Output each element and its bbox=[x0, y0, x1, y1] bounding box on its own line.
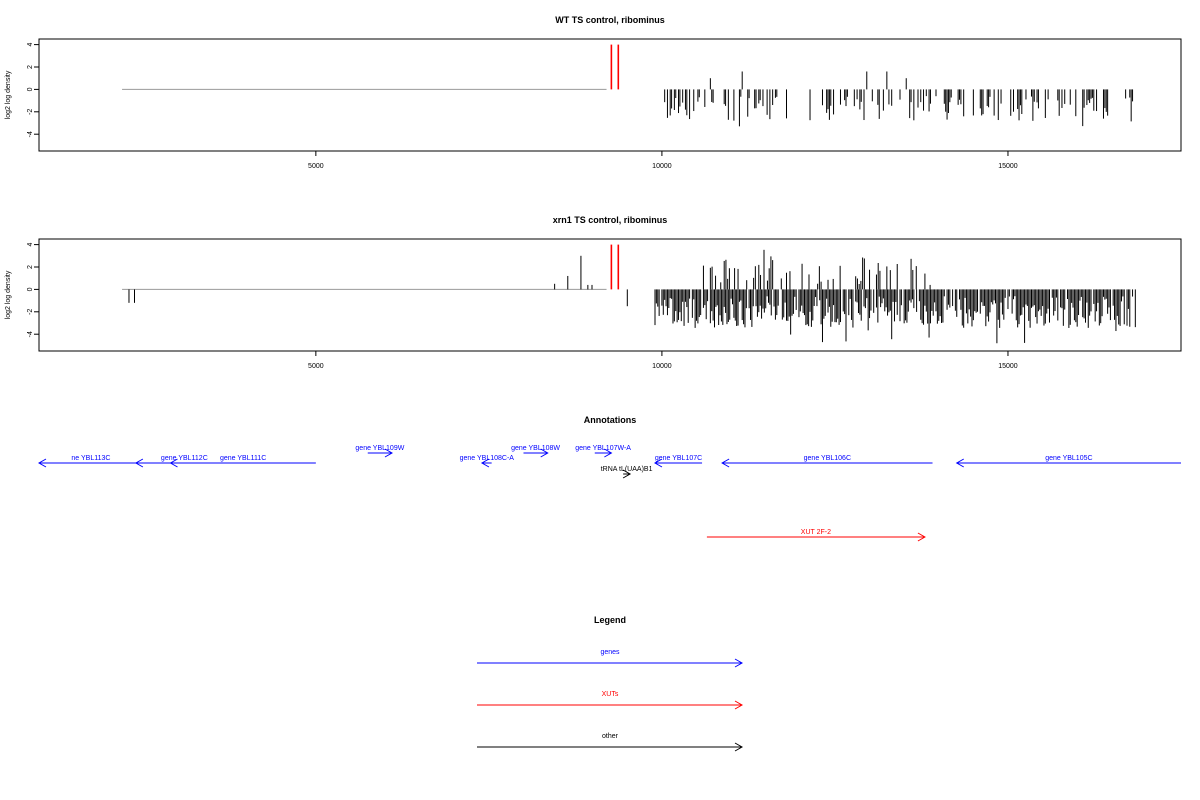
annotation-feature: gene YBL109W bbox=[355, 445, 405, 458]
feature-label: ne YBL113C bbox=[71, 455, 110, 462]
feature-arrowhead bbox=[540, 448, 549, 458]
feature-arrowhead bbox=[384, 448, 393, 458]
bars bbox=[128, 244, 1136, 344]
y-tick-label: -2 bbox=[27, 109, 34, 115]
annotation-feature: ne YBL113C bbox=[37, 455, 143, 468]
legend-label: other bbox=[602, 733, 619, 740]
panel-title: xrn1 TS control, ribominus bbox=[553, 215, 668, 225]
legend-entry: XUTs bbox=[477, 691, 744, 710]
plot-frame bbox=[38, 38, 1182, 152]
bars bbox=[610, 44, 1134, 127]
feature-label: tRNA tL(UAA)B1 bbox=[601, 466, 653, 473]
legend-entry: other bbox=[477, 733, 744, 752]
plot-frame bbox=[38, 238, 1182, 352]
x-tick-label: 5000 bbox=[308, 363, 324, 370]
feature-arrowhead bbox=[917, 532, 926, 542]
feature-label: gene YBL108C-A bbox=[460, 455, 515, 462]
y-tick-label: 4 bbox=[27, 243, 34, 247]
legend-entry: genes bbox=[477, 649, 744, 668]
legend-arrowhead bbox=[734, 700, 744, 710]
feature-label: gene YBL108W bbox=[511, 445, 560, 452]
y-tick-label: 0 bbox=[27, 87, 34, 91]
feature-label: gene YBL106C bbox=[804, 455, 851, 462]
annotation-feature: gene YBL107C bbox=[653, 455, 702, 468]
feature-arrowhead bbox=[134, 458, 144, 468]
legend: Legend genes XUTs other bbox=[477, 615, 744, 752]
wt-density-panel: WT TS control, ribominus log2 log densit… bbox=[5, 15, 1182, 170]
y-tick-label: 2 bbox=[27, 265, 34, 269]
annotation-feature: tRNA tL(UAA)B1 bbox=[601, 466, 653, 479]
annotation-feature: gene YBL112C bbox=[134, 455, 233, 468]
x-tick-label: 15000 bbox=[998, 363, 1018, 370]
y-tick-label: -2 bbox=[27, 309, 34, 315]
feature-arrowhead bbox=[622, 469, 632, 479]
feature-arrowhead bbox=[721, 458, 730, 468]
feature-arrowhead bbox=[37, 458, 47, 468]
xrn1-density-panel: xrn1 TS control, ribominus log2 log dens… bbox=[5, 215, 1182, 370]
feature-label: gene YBL111C bbox=[220, 455, 266, 462]
feature-arrowhead bbox=[604, 448, 613, 458]
annotations-track: Annotations ne YBL113C gene YBL112C gene Y… bbox=[37, 415, 1181, 542]
feature-arrowhead bbox=[955, 458, 965, 468]
y-tick-label: -4 bbox=[27, 131, 34, 137]
annotation-feature: gene YBL106C bbox=[721, 455, 933, 468]
feature-label: gene YBL107C bbox=[655, 455, 702, 462]
x-tick-label: 5000 bbox=[308, 163, 324, 170]
annotation-feature: gene YBL108W bbox=[511, 445, 560, 458]
legend-arrowhead bbox=[734, 742, 744, 752]
x-tick-label: 10000 bbox=[652, 163, 672, 170]
feature-arrowhead bbox=[169, 458, 178, 468]
x-tick-label: 15000 bbox=[998, 163, 1018, 170]
y-tick-label: 4 bbox=[27, 43, 34, 47]
annotation-feature: XUT 2F-2 bbox=[706, 529, 926, 542]
feature-arrowhead bbox=[653, 458, 663, 468]
feature-arrowhead bbox=[480, 458, 490, 468]
feature-label: gene YBL109W bbox=[355, 445, 404, 452]
y-tick-label: 0 bbox=[27, 287, 34, 291]
feature-label: gene YBL112C bbox=[161, 455, 208, 462]
annotation-feature: gene YBL105C bbox=[955, 455, 1181, 468]
y-tick-label: -4 bbox=[27, 331, 34, 337]
legend-title: Legend bbox=[594, 615, 626, 625]
feature-label: XUT 2F-2 bbox=[801, 529, 831, 536]
legend-arrowhead bbox=[734, 658, 744, 668]
annotation-feature: gene YBL107W-A bbox=[575, 445, 631, 458]
panel-title: WT TS control, ribominus bbox=[555, 15, 665, 25]
annotations-title: Annotations bbox=[584, 415, 637, 425]
y-axis-label: log2 log density bbox=[5, 270, 12, 319]
y-tick-label: 2 bbox=[27, 65, 34, 69]
x-tick-label: 10000 bbox=[652, 363, 672, 370]
legend-label: genes bbox=[600, 649, 620, 656]
annotation-feature: gene YBL111C bbox=[169, 455, 316, 468]
feature-label: gene YBL105C bbox=[1045, 455, 1092, 462]
y-axis-label: log2 log density bbox=[5, 70, 12, 119]
annotation-feature: gene YBL108C-A bbox=[460, 455, 515, 468]
feature-label: gene YBL107W-A bbox=[575, 445, 631, 452]
legend-label: XUTs bbox=[602, 691, 619, 698]
